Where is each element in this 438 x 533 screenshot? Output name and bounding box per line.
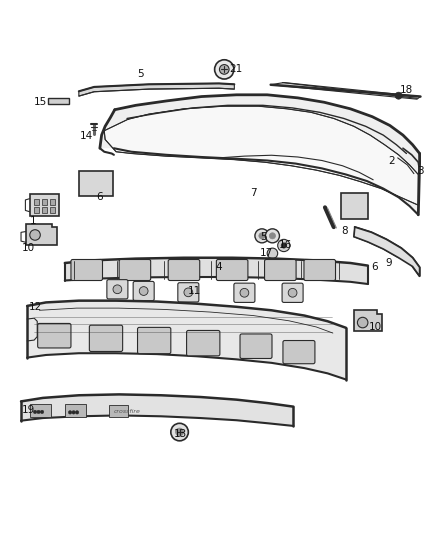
FancyBboxPatch shape [133, 281, 154, 301]
FancyBboxPatch shape [216, 260, 248, 280]
Bar [42, 207, 47, 213]
Circle shape [259, 233, 265, 239]
Bar [50, 199, 55, 205]
Text: 15: 15 [34, 97, 47, 107]
Circle shape [72, 410, 75, 414]
Circle shape [68, 410, 72, 414]
Text: 19: 19 [22, 405, 35, 415]
Circle shape [75, 410, 79, 414]
Text: 14: 14 [80, 131, 93, 141]
FancyBboxPatch shape [265, 260, 296, 280]
FancyBboxPatch shape [38, 324, 71, 348]
Circle shape [176, 428, 184, 436]
Polygon shape [21, 394, 293, 426]
FancyBboxPatch shape [119, 260, 151, 280]
Text: 10: 10 [22, 243, 35, 253]
FancyBboxPatch shape [178, 282, 199, 302]
Circle shape [184, 288, 193, 297]
Circle shape [288, 288, 297, 297]
Circle shape [269, 233, 276, 239]
Polygon shape [27, 301, 346, 379]
Circle shape [357, 317, 368, 328]
Polygon shape [354, 310, 382, 332]
FancyBboxPatch shape [282, 283, 303, 302]
Circle shape [33, 410, 37, 414]
Text: 8: 8 [341, 225, 348, 236]
FancyBboxPatch shape [234, 283, 255, 302]
Text: 16: 16 [279, 240, 292, 251]
Text: 4: 4 [215, 262, 223, 271]
Circle shape [139, 287, 148, 295]
FancyBboxPatch shape [304, 260, 336, 280]
Text: 10: 10 [369, 322, 382, 332]
Polygon shape [48, 98, 69, 103]
Polygon shape [65, 258, 368, 284]
FancyBboxPatch shape [168, 260, 200, 280]
FancyBboxPatch shape [71, 260, 102, 280]
Bar [34, 199, 39, 205]
Bar [109, 405, 128, 417]
Text: 1: 1 [29, 215, 36, 225]
Circle shape [30, 230, 40, 240]
Polygon shape [271, 83, 420, 99]
Circle shape [255, 229, 269, 243]
FancyBboxPatch shape [107, 280, 128, 299]
Circle shape [240, 288, 249, 297]
Circle shape [267, 248, 278, 259]
Bar [30, 403, 51, 417]
Circle shape [395, 92, 402, 99]
Text: 17: 17 [260, 248, 273, 259]
FancyBboxPatch shape [240, 334, 272, 359]
FancyBboxPatch shape [283, 341, 315, 364]
Bar [65, 403, 86, 417]
FancyBboxPatch shape [138, 327, 171, 354]
Text: 12: 12 [29, 302, 42, 312]
Text: crossfire: crossfire [113, 408, 141, 414]
Text: 5: 5 [260, 232, 267, 242]
Text: 2: 2 [389, 156, 396, 166]
Text: 11: 11 [188, 286, 201, 296]
Bar [50, 207, 55, 213]
FancyBboxPatch shape [187, 330, 220, 356]
Circle shape [281, 243, 286, 248]
Text: 18: 18 [400, 85, 413, 95]
FancyBboxPatch shape [89, 325, 123, 351]
Text: 5: 5 [137, 69, 144, 79]
Polygon shape [341, 193, 368, 219]
Circle shape [40, 410, 44, 414]
Circle shape [113, 285, 122, 294]
Polygon shape [79, 84, 234, 96]
Text: 13: 13 [174, 429, 187, 439]
Bar [42, 199, 47, 205]
Text: 9: 9 [385, 258, 392, 268]
Text: 7: 7 [250, 188, 257, 198]
Circle shape [37, 410, 40, 414]
Polygon shape [354, 227, 420, 276]
Polygon shape [79, 171, 113, 197]
Text: 3: 3 [417, 166, 424, 176]
Text: 6: 6 [371, 262, 378, 272]
Text: 6: 6 [96, 192, 103, 203]
Circle shape [278, 239, 290, 252]
Circle shape [215, 60, 234, 79]
Polygon shape [30, 194, 59, 216]
Circle shape [219, 64, 229, 74]
Text: 21: 21 [229, 63, 242, 74]
Circle shape [265, 229, 279, 243]
Polygon shape [104, 106, 418, 205]
Polygon shape [26, 223, 57, 246]
Circle shape [171, 423, 188, 441]
Polygon shape [100, 95, 420, 215]
Bar [34, 207, 39, 213]
